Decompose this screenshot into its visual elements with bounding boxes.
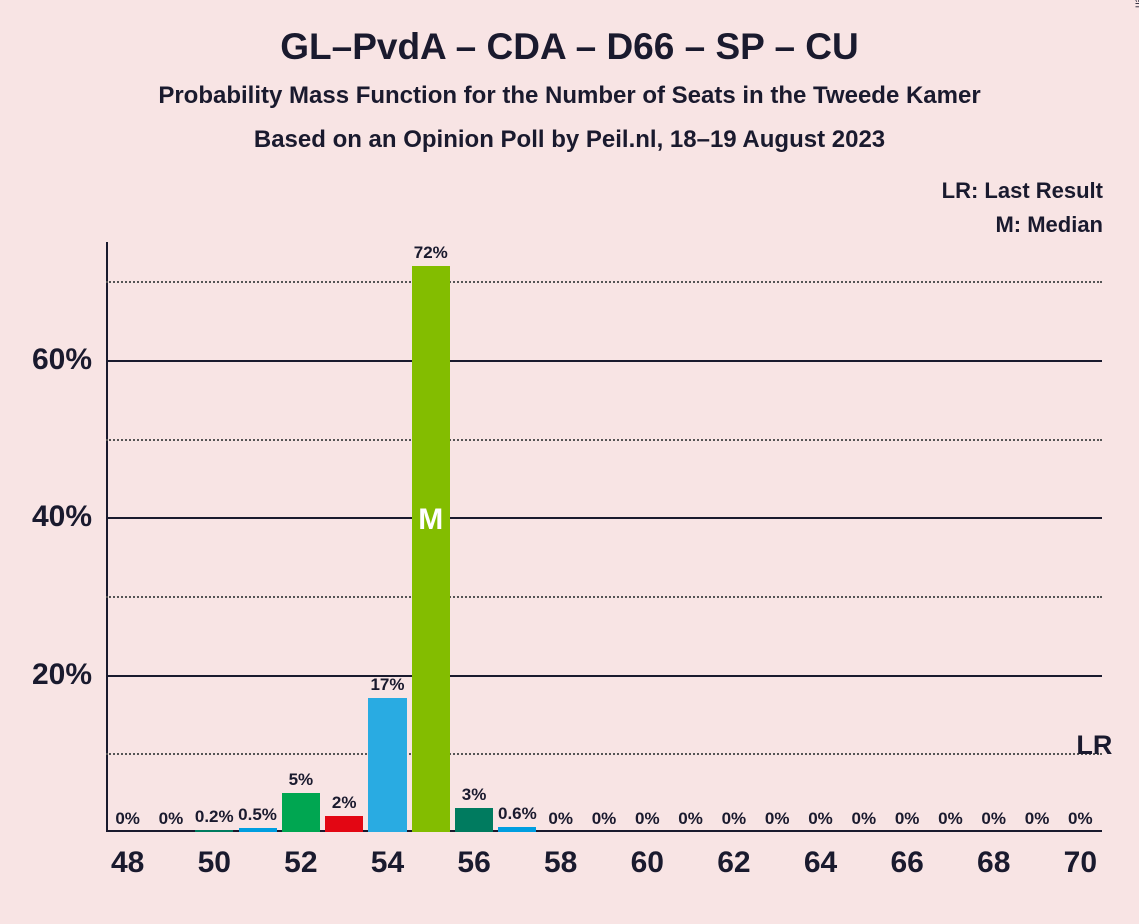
bar-value-label: 0% (1068, 809, 1093, 832)
legend-last-result: LR: Last Result (942, 178, 1103, 204)
minor-gridline (106, 439, 1102, 441)
bar-value-label: 0.5% (238, 805, 277, 828)
bar-value-label: 0% (592, 809, 617, 832)
bar: 0.6% (498, 827, 536, 832)
bar: 2% (325, 816, 363, 832)
bar: 72%M (412, 266, 450, 832)
minor-gridline (106, 596, 1102, 598)
bar-value-label: 0% (115, 809, 140, 832)
y-tick-label: 40% (32, 500, 106, 534)
bar-value-label: 0% (938, 809, 963, 832)
last-result-mark: LR (1076, 730, 1112, 761)
bar-value-label: 0.2% (195, 807, 234, 830)
bar: 5% (282, 793, 320, 832)
chart-subtitle-1: Probability Mass Function for the Number… (0, 82, 1139, 110)
bar-value-label: 0.6% (498, 804, 537, 827)
x-tick-label: 48 (111, 832, 144, 880)
y-tick-label: 60% (32, 343, 106, 377)
bar-value-label: 0% (765, 809, 790, 832)
bar-value-label: 2% (332, 793, 357, 816)
chart-plot-area: 20%40%60%0%0%0.2%0.5%5%2%17%72%M3%0.6%0%… (106, 242, 1102, 832)
chart-title: GL–PvdA – CDA – D66 – SP – CU (0, 26, 1139, 68)
bar-value-label: 0% (635, 809, 660, 832)
major-gridline (106, 517, 1102, 519)
x-tick-label: 70 (1064, 832, 1097, 880)
bar-value-label: 17% (370, 675, 404, 698)
y-axis-line (106, 242, 108, 832)
major-gridline (106, 360, 1102, 362)
bar-value-label: 0% (808, 809, 833, 832)
x-tick-label: 52 (284, 832, 317, 880)
bar-value-label: 0% (852, 809, 877, 832)
x-tick-label: 50 (198, 832, 231, 880)
copyright-label: © 2023 Filip van Laenen (1133, 0, 1139, 8)
chart-subtitle-2: Based on an Opinion Poll by Peil.nl, 18–… (0, 126, 1139, 154)
bar-value-label: 0% (159, 809, 184, 832)
bar-value-label: 0% (548, 809, 573, 832)
median-mark: M (418, 503, 443, 537)
legend-median: M: Median (995, 212, 1103, 238)
x-tick-label: 62 (717, 832, 750, 880)
y-tick-label: 20% (32, 658, 106, 692)
bar-value-label: 3% (462, 785, 487, 808)
bar: 0.5% (239, 828, 277, 832)
bar-value-label: 0% (1025, 809, 1050, 832)
bar: 17% (368, 698, 406, 832)
bar: 3% (455, 808, 493, 832)
bar-value-label: 72% (414, 243, 448, 266)
x-tick-label: 60 (631, 832, 664, 880)
x-tick-label: 56 (457, 832, 490, 880)
x-tick-label: 68 (977, 832, 1010, 880)
bar-value-label: 5% (289, 770, 314, 793)
bar-value-label: 0% (678, 809, 703, 832)
major-gridline (106, 675, 1102, 677)
x-tick-label: 58 (544, 832, 577, 880)
x-tick-label: 64 (804, 832, 837, 880)
bar-value-label: 0% (722, 809, 747, 832)
bar-value-label: 0% (895, 809, 920, 832)
x-tick-label: 54 (371, 832, 404, 880)
bar-value-label: 0% (981, 809, 1006, 832)
minor-gridline (106, 753, 1102, 755)
minor-gridline (106, 281, 1102, 283)
x-tick-label: 66 (890, 832, 923, 880)
